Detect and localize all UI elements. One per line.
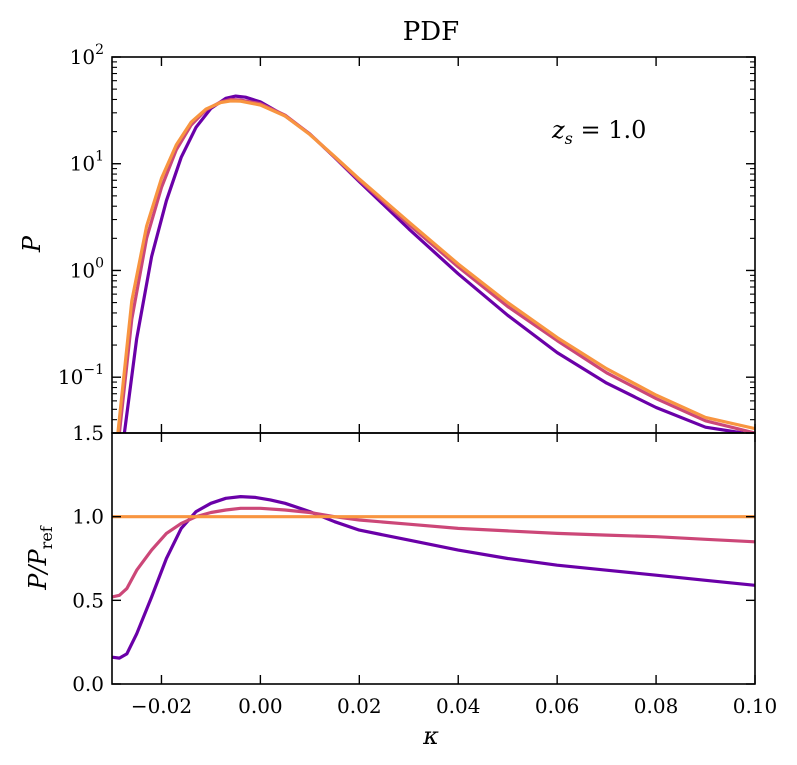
- redshift-annotation: zs = 1.0: [551, 116, 646, 148]
- top-series-line-1: [122, 94, 745, 433]
- top-x-ticks: [160, 57, 756, 433]
- x-tick-label: 0.00: [238, 694, 283, 718]
- annotation-symbol: z: [551, 116, 565, 144]
- annotation-value: = 1.0: [573, 116, 647, 144]
- bottom-y-tick-label: 1.5: [72, 421, 104, 445]
- bottom-series-line-1: [112, 495, 755, 660]
- top-y-tick-label: 100: [70, 255, 104, 282]
- bottom-y-axis-label: P/Pref: [24, 525, 56, 591]
- x-tick-label: 0.02: [337, 694, 382, 718]
- top-y-tick-label: 102: [70, 42, 104, 69]
- bottom-series-group: [112, 495, 755, 660]
- bottom-series-line-2: [112, 506, 755, 599]
- x-tick-label: 0.06: [535, 694, 580, 718]
- top-panel-title: PDF: [403, 17, 459, 47]
- ratio-label-main: P/P: [24, 548, 52, 590]
- top-series-line-2: [117, 97, 755, 433]
- top-y-ticks: 102 101 100 10−1: [58, 42, 755, 434]
- bottom-y-tick-label: 0.0: [72, 672, 104, 696]
- bottom-y-ticks: 0.0 0.5 1.0 1.5: [72, 421, 755, 696]
- annotation-subscript: s: [565, 129, 573, 148]
- ratio-label-sub: ref: [37, 525, 56, 549]
- bottom-panel: 0.00.51.01.5 −0.02 0.00 0.02 0.04 0.06 0.08 0.…: [24, 421, 777, 750]
- top-series-line-3: [116, 99, 755, 433]
- bottom-panel-frame: [111, 432, 756, 685]
- x-tick-label: 0.04: [436, 694, 481, 718]
- x-tick-label: −0.02: [131, 694, 192, 718]
- bottom-x-ticks: −0.02 0.00 0.02 0.04 0.06 0.08 0.10: [131, 433, 777, 718]
- top-y-axis-label: P: [18, 235, 46, 253]
- top-y-tick-label: 101: [70, 149, 104, 176]
- top-series-group: [116, 94, 755, 433]
- x-tick-label: 0.10: [733, 694, 778, 718]
- top-panel: 102 101 100 10−1 P zs = 1.0: [18, 42, 756, 434]
- bottom-y-tick-label: 1.0: [72, 505, 104, 529]
- top-y-tick-label: 10−1: [58, 362, 104, 389]
- bottom-y-tick-label: 0.5: [72, 588, 104, 612]
- x-tick-label: 0.08: [634, 694, 679, 718]
- x-axis-label: κ: [422, 722, 439, 750]
